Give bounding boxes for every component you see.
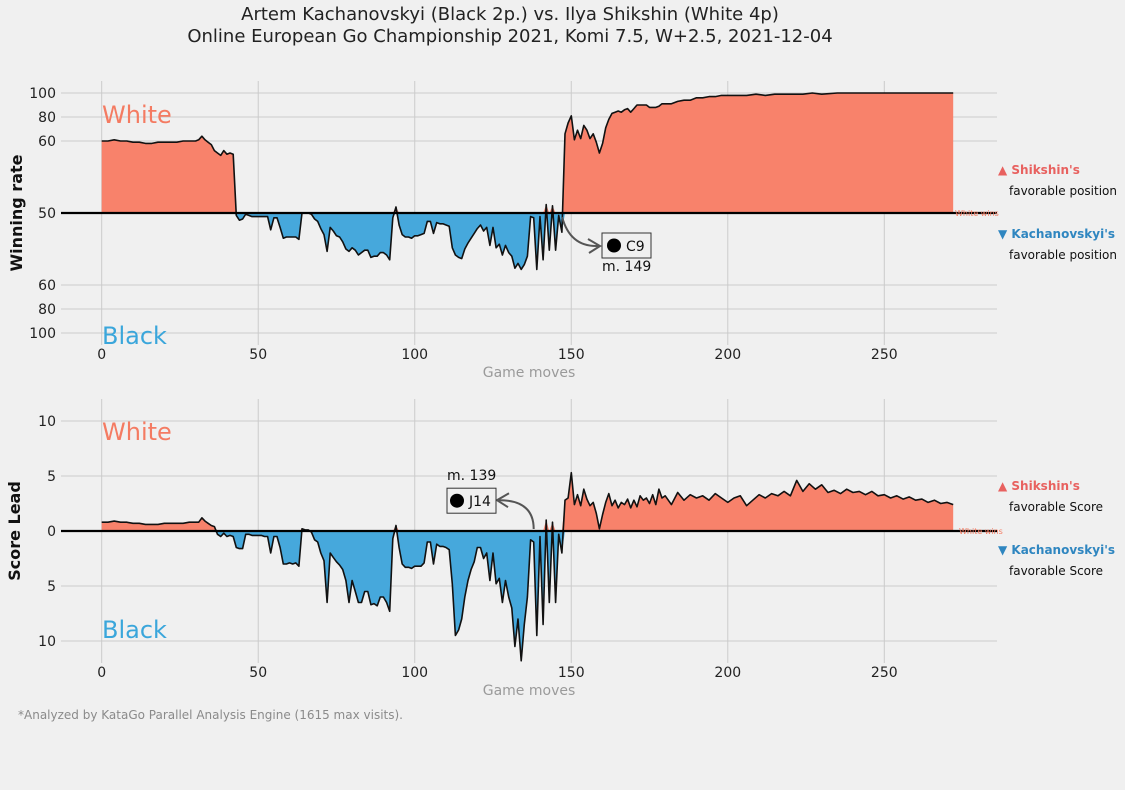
white-side-label: White	[102, 101, 172, 129]
chart-title-line-2: Online European Go Championship 2021, Ko…	[187, 26, 833, 47]
x-tick-label: 0	[97, 665, 106, 681]
annotation-move-label: m. 149	[602, 259, 651, 275]
y-axis-label: Winning rate	[7, 154, 26, 271]
legend-player: ▼ Kachanovskyi's	[998, 543, 1115, 557]
x-tick-label: 150	[558, 665, 585, 681]
black-stone-icon	[450, 493, 464, 508]
analysis-footnote: *Analyzed by KataGo Parallel Analysis En…	[18, 708, 403, 722]
x-tick-label: 200	[714, 347, 741, 363]
x-axis-label: Game moves	[483, 683, 576, 699]
legend-description: favorable Score	[1009, 500, 1103, 514]
panel-winrate: 0 50 100 150 200 250 100 80 60 50 60 80 100 White win…	[7, 81, 1117, 381]
x-tick-label: 250	[871, 347, 898, 363]
legend-description: favorable position	[1009, 184, 1117, 198]
x-tick-label: 250	[871, 665, 898, 681]
black-side-label: Black	[102, 322, 167, 350]
y-tick-label: 10	[38, 414, 56, 430]
y-tick-label: 100	[29, 326, 56, 342]
chart-title-line-1: Artem Kachanovskyi (Black 2p.) vs. Ilya …	[241, 4, 779, 25]
x-tick-label: 200	[714, 665, 741, 681]
annotation-stone-label: C9	[626, 239, 645, 255]
x-tick-label: 50	[249, 665, 267, 681]
y-tick-label: 5	[47, 469, 56, 485]
x-tick-label: 50	[249, 347, 267, 363]
x-tick-label: 150	[558, 347, 585, 363]
black-advantage-area	[101, 213, 954, 270]
y-tick-label: 60	[38, 134, 56, 150]
figure: Artem Kachanovskyi (Black 2p.) vs. Ilya …	[5, 4, 1117, 722]
annotation-stone-label: J14	[468, 494, 491, 510]
baseline-label: White wins	[959, 527, 1003, 536]
white-advantage-area	[101, 93, 954, 213]
baseline-label: White wins	[955, 209, 999, 218]
annotation-move-label: m. 139	[447, 468, 496, 484]
legend-player: ▼ Kachanovskyi's	[998, 227, 1115, 241]
y-tick-label: 80	[38, 302, 56, 318]
legend-description: favorable position	[1009, 248, 1117, 262]
y-tick-label: 80	[38, 110, 56, 126]
annotation-arrow	[561, 216, 599, 248]
black-side-label: Black	[102, 616, 167, 644]
black-stone-icon	[607, 238, 621, 253]
legend-player: ▲ Shikshin's	[998, 479, 1080, 493]
annotation-arrowhead	[495, 492, 510, 509]
legend-player: ▲ Shikshin's	[998, 163, 1080, 177]
white-side-label: White	[102, 418, 172, 446]
series-line	[101, 471, 954, 662]
y-tick-label: 60	[38, 278, 56, 294]
legend-description: favorable Score	[1009, 564, 1103, 578]
x-tick-label: 100	[401, 665, 428, 681]
y-axis-label: Score Lead	[5, 481, 24, 581]
annotation-arrow	[498, 499, 535, 530]
y-tick-label: 100	[29, 86, 56, 102]
x-axis-label: Game moves	[483, 365, 576, 381]
x-tick-label: 100	[401, 347, 428, 363]
annotation-arrowhead	[587, 238, 602, 254]
y-tick-label: 50	[38, 206, 56, 222]
series-line	[101, 92, 954, 271]
x-tick-label: 0	[97, 347, 106, 363]
y-tick-label: 10	[38, 634, 56, 650]
y-tick-label: 0	[47, 524, 56, 540]
white-advantage-area	[101, 472, 954, 531]
y-tick-label: 5	[47, 579, 56, 595]
